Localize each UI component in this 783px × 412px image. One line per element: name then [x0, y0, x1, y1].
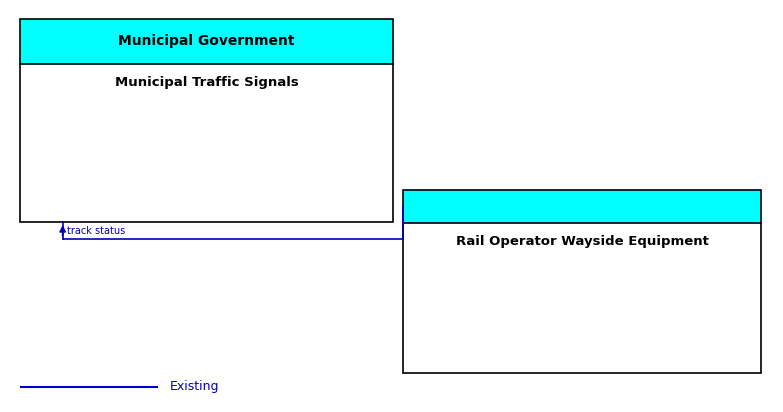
- Bar: [403, 190, 761, 372]
- Text: Rail Operator Wayside Equipment: Rail Operator Wayside Equipment: [456, 235, 709, 248]
- Text: Existing: Existing: [170, 380, 219, 393]
- Bar: [20, 64, 393, 222]
- Text: track status: track status: [67, 227, 124, 236]
- Bar: [403, 190, 761, 222]
- Text: Municipal Government: Municipal Government: [118, 34, 294, 48]
- Bar: [20, 19, 393, 222]
- Bar: [20, 19, 393, 64]
- Text: Municipal Traffic Signals: Municipal Traffic Signals: [114, 76, 298, 89]
- Bar: [403, 222, 761, 372]
